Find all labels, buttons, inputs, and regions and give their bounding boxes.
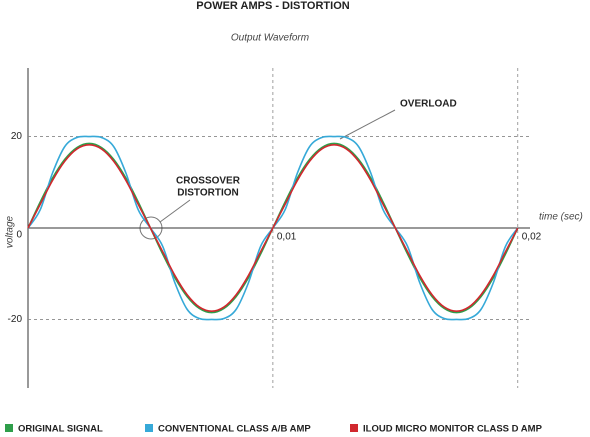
chart-subtitle: Output Waveform	[231, 33, 309, 44]
y-axis-label: voltage	[5, 215, 16, 248]
y-tick-label: -20	[8, 314, 23, 325]
x-tick-label: 0,01	[277, 232, 297, 243]
annotation: OVERLOAD	[400, 99, 457, 110]
series-line	[27, 143, 519, 313]
legend-swatch	[145, 424, 153, 432]
legend-swatch	[350, 424, 358, 432]
legend-label: CONVENTIONAL CLASS A/B AMP	[158, 424, 311, 435]
chart-title: POWER AMPS - DISTORTION	[196, 0, 349, 12]
legend-swatch	[5, 424, 13, 432]
y-tick-label: 20	[11, 131, 23, 142]
legend-label: ILOUD MICRO MONITOR CLASS D AMP	[363, 424, 543, 435]
annotation: DISTORTION	[177, 188, 238, 199]
x-tick-label: 0,02	[522, 232, 542, 243]
annotation-pointer	[159, 199, 191, 223]
annotation: CROSSOVER	[176, 176, 241, 187]
x-axis-label: time (sec)	[539, 212, 583, 223]
legend-label: ORIGINAL SIGNAL	[18, 424, 103, 435]
annotation-pointer	[339, 109, 396, 140]
y-tick-label: 0	[16, 230, 22, 241]
